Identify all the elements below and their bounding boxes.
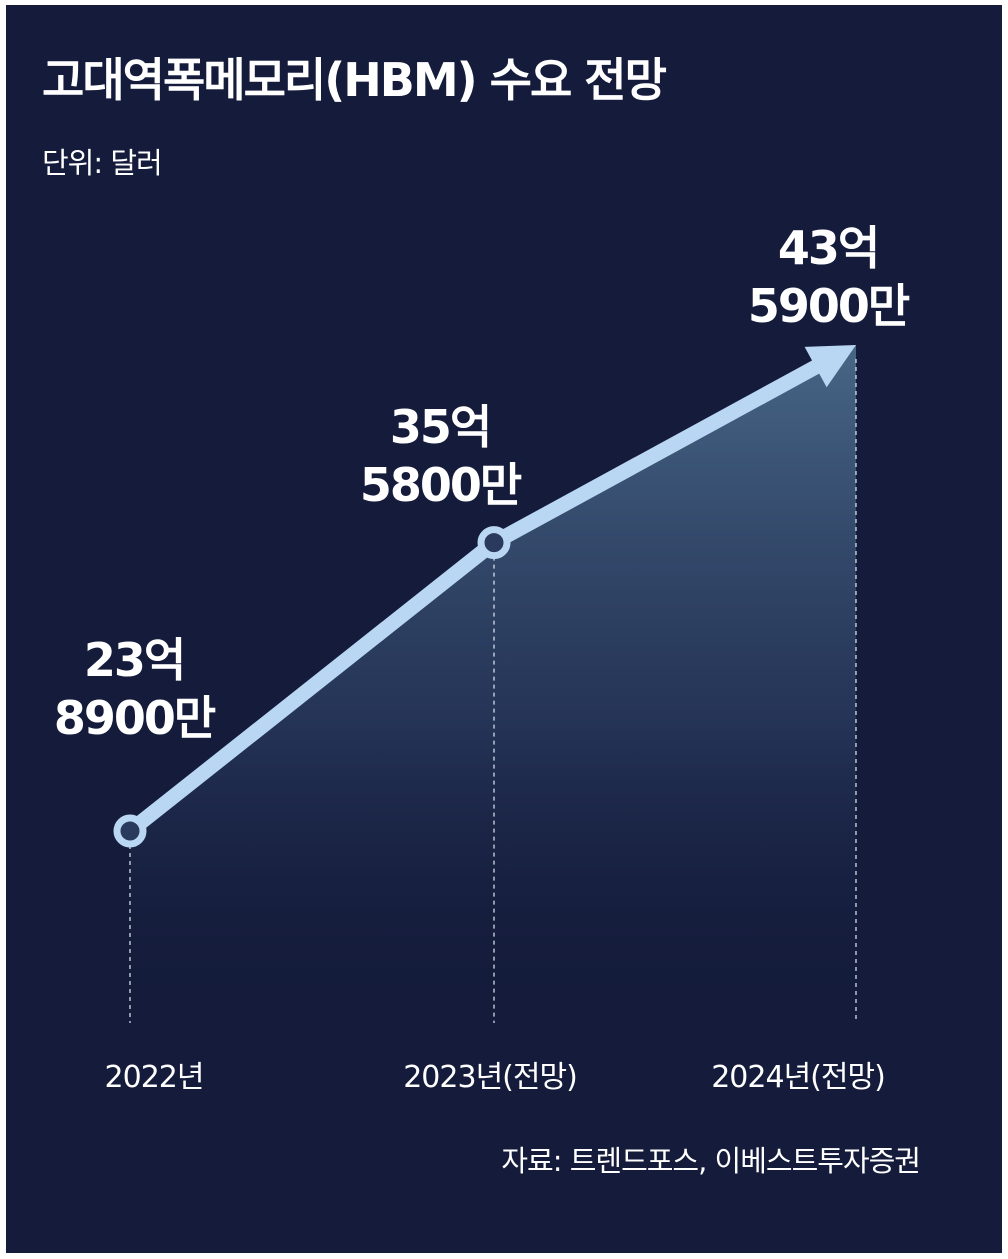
x-tick-2: 2023년(전망)	[403, 1060, 577, 1095]
arrowhead	[804, 345, 856, 388]
source-note: 자료: 트렌드포스, 이베스트투자증권	[501, 1144, 921, 1178]
guide-lines	[129, 359, 857, 1023]
data-point-2	[477, 526, 511, 560]
line-segment-1	[122, 535, 502, 839]
area-fill	[130, 345, 856, 1023]
data-point-1	[113, 814, 147, 848]
value-label-3-line-1: 43억	[778, 221, 878, 275]
chart-panel: 고대역폭메모리(HBM) 수요 전망 단위: 달러 23억 8900만 35억 580…	[6, 5, 1002, 1253]
x-axis-ticks: 2022년 2023년(전망) 2024년(전망)	[105, 1060, 886, 1095]
value-label-2-line-2: 5800만	[360, 458, 522, 512]
area-under-line	[130, 345, 856, 1023]
chart-title: 고대역폭메모리(HBM) 수요 전망	[42, 53, 667, 107]
data-points	[113, 526, 511, 848]
value-label-1-line-2: 8900만	[54, 691, 216, 745]
x-tick-3: 2024년(전망)	[711, 1060, 885, 1095]
value-label-1-line-1: 23억	[84, 633, 184, 687]
unit-label: 단위: 달러	[42, 146, 163, 180]
series-line	[122, 345, 856, 839]
line-segment-2	[486, 353, 834, 551]
x-tick-1: 2022년	[105, 1060, 204, 1095]
value-label-3-line-2: 5900만	[748, 279, 910, 333]
value-label-2-line-1: 35억	[390, 400, 490, 454]
